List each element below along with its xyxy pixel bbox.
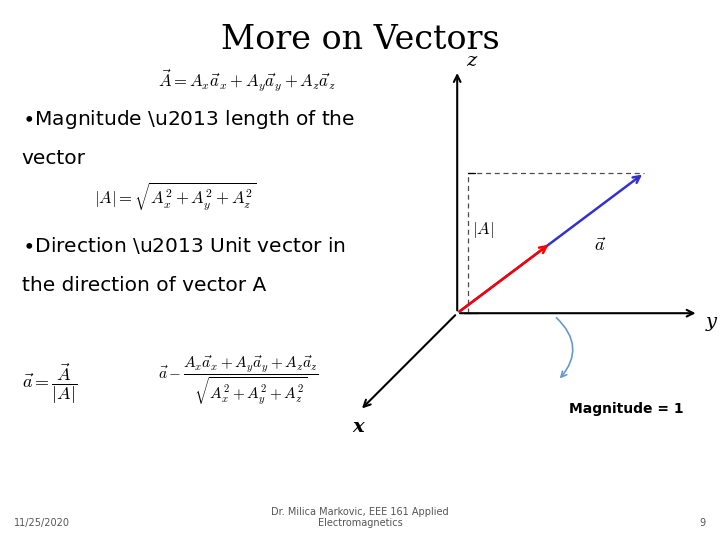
Text: $\bullet$Magnitude \u2013 length of the: $\bullet$Magnitude \u2013 length of the — [22, 108, 355, 131]
Text: $\vec{a}$: $\vec{a}$ — [594, 237, 606, 255]
Text: $|A| = \sqrt{A_x^2 + A_y^2 + A_z^2}$: $|A| = \sqrt{A_x^2 + A_y^2 + A_z^2}$ — [94, 181, 256, 213]
Text: z: z — [466, 52, 476, 70]
Text: $\vec{a} = \dfrac{\vec{A}}{|A|}$: $\vec{a} = \dfrac{\vec{A}}{|A|}$ — [22, 362, 77, 406]
Text: 9: 9 — [699, 518, 706, 528]
Text: $\vec{a} - \dfrac{A_x\vec{a}_x + A_y\vec{a}_y + A_z\vec{a}_z}{\sqrt{A_x^2 + A_y^: $\vec{a} - \dfrac{A_x\vec{a}_x + A_y\vec… — [158, 354, 319, 408]
Text: Dr. Milica Markovic, EEE 161 Applied
Electromagnetics: Dr. Milica Markovic, EEE 161 Applied Ele… — [271, 507, 449, 528]
Text: More on Vectors: More on Vectors — [220, 24, 500, 56]
Text: vector: vector — [22, 148, 86, 167]
Text: 11/25/2020: 11/25/2020 — [14, 518, 71, 528]
Text: Magnitude = 1: Magnitude = 1 — [569, 402, 683, 416]
Text: y: y — [706, 313, 716, 330]
Text: $|A|$: $|A|$ — [472, 219, 493, 240]
Text: the direction of vector A: the direction of vector A — [22, 276, 266, 295]
Text: x: x — [353, 418, 364, 436]
Text: $\bullet$Direction \u2013 Unit vector in: $\bullet$Direction \u2013 Unit vector in — [22, 235, 346, 256]
Text: $\vec{A} = A_x\vec{a}_x + A_y\vec{a}_y + A_z\vec{a}_z$: $\vec{A} = A_x\vec{a}_x + A_y\vec{a}_y +… — [158, 68, 336, 94]
